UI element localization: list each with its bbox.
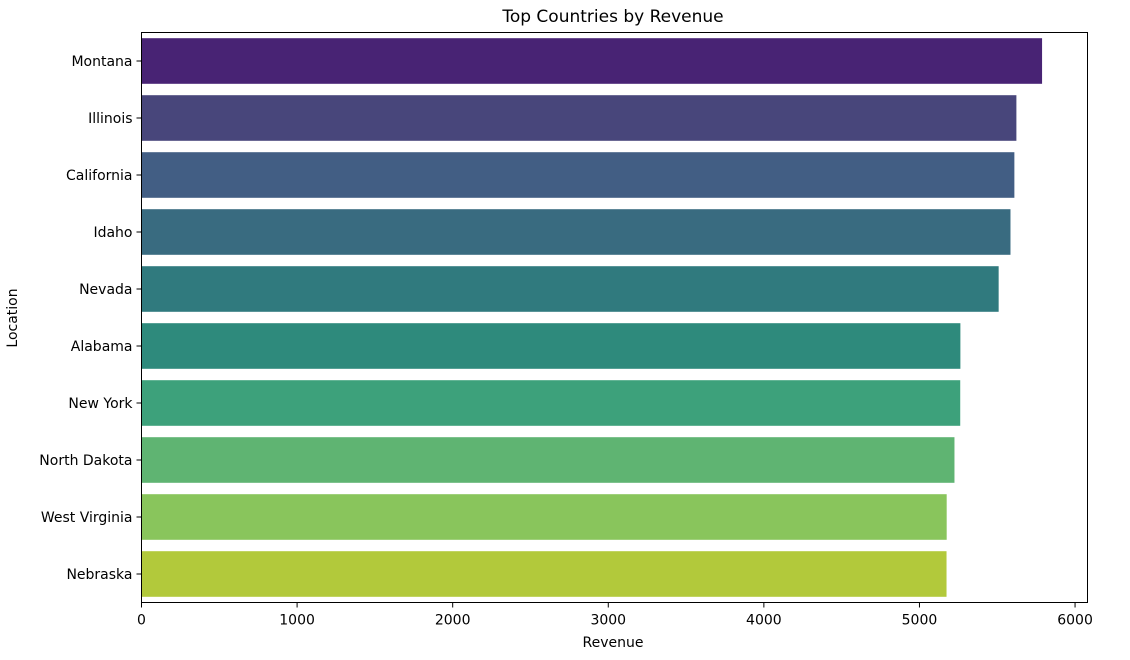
x-tick-label: 1000 xyxy=(279,613,315,629)
y-tick-label: North Dakota xyxy=(39,453,132,469)
bar-new-york xyxy=(141,380,961,426)
bar-west-virginia xyxy=(141,494,947,540)
x-tick-label: 3000 xyxy=(590,613,626,629)
bar-north-dakota xyxy=(141,437,955,483)
y-tick-label: Montana xyxy=(71,54,132,70)
x-tick-label: 6000 xyxy=(1057,613,1093,629)
x-tick-label: 4000 xyxy=(746,613,782,629)
bar-illinois xyxy=(141,95,1017,141)
bar-nevada xyxy=(141,266,999,312)
y-tick-label: Illinois xyxy=(88,111,132,127)
y-tick-label: Nebraska xyxy=(66,567,132,583)
y-tick-label: Nevada xyxy=(79,282,132,298)
x-axis: 0 1000 2000 3000 4000 5000 6000 xyxy=(137,602,1093,629)
x-axis-label: Revenue xyxy=(583,635,644,651)
x-tick-label: 5000 xyxy=(902,613,938,629)
bar-nebraska xyxy=(141,551,947,597)
y-tick-label: Idaho xyxy=(93,225,132,241)
y-axis: Montana Illinois California Idaho Nevada Alab… xyxy=(39,54,142,583)
plot-frame xyxy=(141,32,1088,603)
y-tick-label: West Virginia xyxy=(41,510,133,526)
bar-california xyxy=(141,152,1015,198)
y-axis-label: Location xyxy=(5,288,21,347)
x-tick-label: 0 xyxy=(137,613,146,629)
chart-title: Top Countries by Revenue xyxy=(501,7,723,27)
bars-layer xyxy=(141,38,1043,597)
bar-montana xyxy=(141,38,1043,84)
bar-idaho xyxy=(141,209,1011,255)
x-tick-label: 2000 xyxy=(435,613,471,629)
y-tick-label: New York xyxy=(68,396,133,412)
y-tick-label: California xyxy=(66,168,132,184)
y-tick-label: Alabama xyxy=(71,339,133,355)
bar-alabama xyxy=(141,323,961,369)
